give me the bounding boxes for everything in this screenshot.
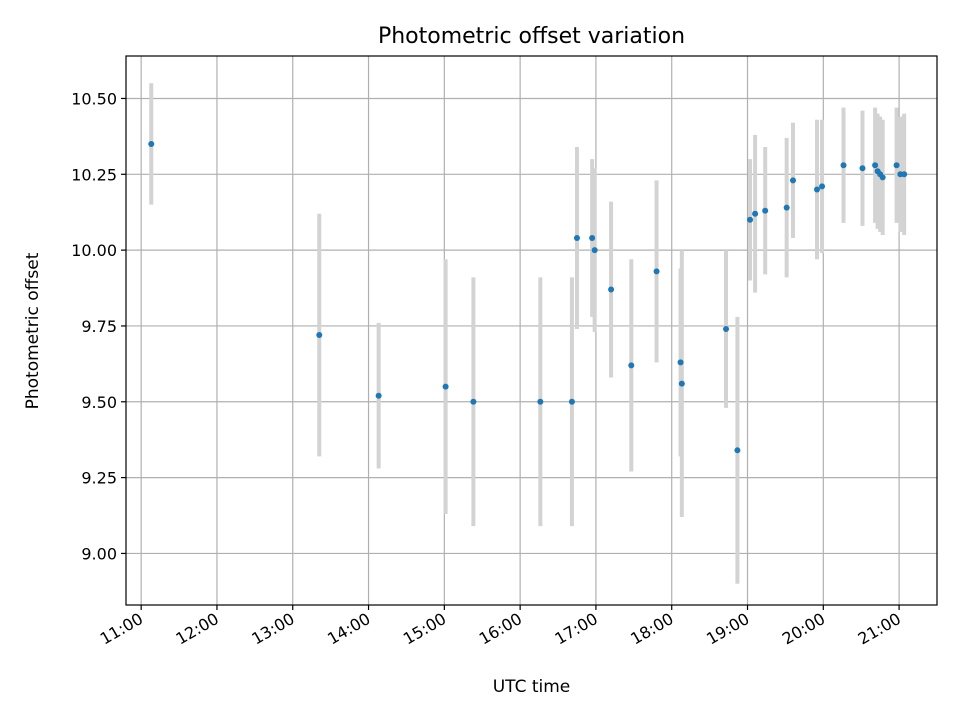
data-point [470,398,477,405]
x-axis-ticks: 11:00 12:00 13:00 14:00 15:00 16:00 17:00 18:00… [97,605,904,649]
data-point [813,186,820,193]
error-bars [149,83,907,584]
data-point [901,171,908,178]
x-tick-label: 13:00 [248,609,297,649]
data-point [819,183,826,190]
x-tick-label: 20:00 [779,609,828,649]
data-point [747,216,754,223]
x-tick-label: 14:00 [324,609,373,649]
x-tick-label: 18:00 [627,609,676,649]
data-point [678,380,685,387]
data-points [148,140,908,454]
y-axis-ticks: 9.00 9.25 9.50 9.75 10.00 10.25 10.50 [71,89,126,563]
data-point [723,325,730,332]
data-point [573,234,580,241]
data-point [148,140,155,147]
data-point [789,177,796,184]
data-point [568,398,575,405]
data-point [375,392,382,399]
data-point [840,162,847,169]
y-tick-label: 10.50 [71,89,117,108]
x-tick-label: 17:00 [551,609,600,649]
data-point [879,174,886,181]
data-point [762,207,769,214]
data-point [783,204,790,211]
y-tick-label: 9.75 [81,317,117,336]
data-point [591,247,598,254]
x-tick-label: 16:00 [476,609,525,649]
y-tick-label: 9.25 [81,469,117,488]
data-point [734,447,741,454]
data-point [893,162,900,169]
data-point [859,165,866,172]
y-tick-label: 10.25 [71,165,117,184]
x-tick-label: 15:00 [400,609,449,649]
data-point [589,234,596,241]
y-axis-label: Photometric offset [23,252,43,409]
plot-area-frame [125,55,938,606]
data-point [537,398,544,405]
y-tick-label: 10.00 [71,241,117,260]
data-point [653,268,660,275]
y-tick-label: 9.50 [81,393,117,412]
data-point [872,162,879,169]
data-point [628,362,635,369]
y-tick-label: 9.00 [81,544,117,563]
data-point [677,359,684,366]
data-point [752,210,759,217]
data-point [316,332,323,339]
data-point [608,286,615,293]
x-tick-label: 21:00 [855,609,904,649]
x-tick-label: 19:00 [703,609,752,649]
x-tick-label: 11:00 [97,609,146,649]
data-point [442,383,449,390]
x-tick-label: 12:00 [173,609,222,649]
chart-title: Photometric offset variation [378,24,685,49]
x-axis-label: UTC time [493,677,571,697]
